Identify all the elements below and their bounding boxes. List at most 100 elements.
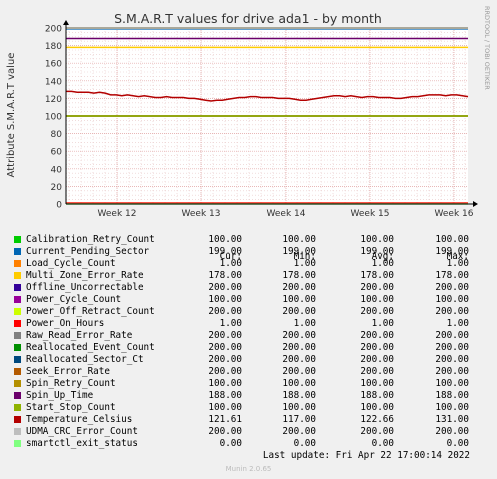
legend-row: smartctl_exit_status 0.00 0.00 0.00 0.00 bbox=[0, 438, 497, 450]
legend-value-min: 200.00 bbox=[282, 342, 316, 353]
legend-label: Reallocated_Sector_Ct bbox=[26, 354, 144, 365]
legend-value-avg: 122.66 bbox=[360, 414, 394, 425]
legend-label: Offline_Uncorrectable bbox=[26, 282, 144, 293]
legend-value-min: 200.00 bbox=[282, 330, 316, 341]
legend-value-cur: 188.00 bbox=[208, 390, 242, 401]
legend-row: Temperature_Celsius 121.61 117.00 122.66 131… bbox=[0, 414, 497, 426]
legend-value-cur: 100.00 bbox=[208, 378, 242, 389]
legend-value-cur: 1.00 bbox=[219, 318, 242, 329]
legend-label: Start_Stop_Count bbox=[26, 402, 116, 413]
legend-header-max: Max: bbox=[446, 251, 469, 262]
legend-swatch bbox=[14, 428, 21, 435]
x-tick-label: Week 16 bbox=[435, 209, 474, 219]
legend-row: Reallocated_Event_Count 200.00 200.00 200.0… bbox=[0, 342, 497, 354]
legend-value-cur: 200.00 bbox=[208, 330, 242, 341]
legend-value-min: 117.00 bbox=[282, 414, 316, 425]
legend-value-max: 1.00 bbox=[446, 258, 469, 269]
legend-value-avg: 200.00 bbox=[360, 366, 394, 377]
legend-row: Spin_Up_Time 188.00 188.00 188.00 188.00 bbox=[0, 390, 497, 402]
axis-layer: 0 20 40 60 80 100 120 140 160 180 200 Week 12 Week 1… bbox=[45, 20, 478, 219]
legend-value-cur: 200.00 bbox=[208, 366, 242, 377]
legend-value-max: 200.00 bbox=[435, 342, 469, 353]
last-update: Last update: Fri Apr 22 17:00:14 2022 bbox=[262, 450, 470, 461]
legend-value-cur: 200.00 bbox=[208, 354, 242, 365]
legend-row: Reallocated_Sector_Ct 200.00 200.00 200.00 2… bbox=[0, 354, 497, 366]
legend-value-max: 100.00 bbox=[435, 402, 469, 413]
legend-value-min: 178.00 bbox=[282, 270, 316, 281]
legend-row: Power_Cycle_Count 100.00 100.00 100.00 100.0… bbox=[0, 294, 497, 306]
legend-label: Seek_Error_Rate bbox=[26, 366, 110, 377]
legend-label: Temperature_Celsius bbox=[26, 414, 133, 425]
legend-swatch bbox=[14, 260, 21, 267]
legend-swatch bbox=[14, 284, 21, 291]
legend-value-min: 200.00 bbox=[282, 282, 316, 293]
legend-row: Power_Off_Retract_Count 200.00 200.00 200.0… bbox=[0, 306, 497, 318]
legend-value-max: 100.00 bbox=[435, 294, 469, 305]
legend-value-max: 200.00 bbox=[435, 330, 469, 341]
legend-row: Load_Cycle_Count 1.00 1.00 1.00 1.00 bbox=[0, 258, 497, 270]
legend-value-cur: 200.00 bbox=[208, 426, 242, 437]
legend-swatch bbox=[14, 416, 21, 423]
legend-value-max: 200.00 bbox=[435, 426, 469, 437]
legend-label: smartctl_exit_status bbox=[26, 438, 138, 449]
legend-swatch bbox=[14, 248, 21, 255]
y-tick-label: 140 bbox=[45, 77, 62, 87]
legend-value-avg: 200.00 bbox=[360, 330, 394, 341]
legend-value-max: 200.00 bbox=[435, 366, 469, 377]
legend-row: UDMA_CRC_Error_Count 200.00 200.00 200.00 20… bbox=[0, 426, 497, 438]
legend-swatch bbox=[14, 296, 21, 303]
legend-value-max: 131.00 bbox=[435, 414, 469, 425]
legend-value-cur: 100.00 bbox=[208, 294, 242, 305]
legend-row: Start_Stop_Count 100.00 100.00 100.00 100.00 bbox=[0, 402, 497, 414]
legend-swatch bbox=[14, 356, 21, 363]
legend-value-avg: 200.00 bbox=[360, 342, 394, 353]
legend-value-cur: 0.00 bbox=[219, 438, 242, 449]
x-axis-arrow bbox=[473, 201, 478, 207]
y-tick-label: 200 bbox=[45, 25, 62, 35]
legend-value-min: 199.00 bbox=[282, 246, 316, 257]
x-tick-label: Week 14 bbox=[267, 209, 306, 219]
legend-swatch bbox=[14, 344, 21, 351]
y-tick-label: 40 bbox=[51, 165, 63, 175]
chart-title: S.M.A.R.T values for drive ada1 - by mon… bbox=[114, 11, 382, 26]
legend-label: Power_On_Hours bbox=[26, 318, 105, 329]
y-tick-label: 60 bbox=[51, 148, 63, 158]
legend-swatch bbox=[14, 332, 21, 339]
legend-header-cur: Cur: bbox=[219, 251, 242, 262]
legend-row: Power_On_Hours 1.00 1.00 1.00 1.00 bbox=[0, 318, 497, 330]
legend-label: Spin_Retry_Count bbox=[26, 378, 116, 389]
y-tick-label: 180 bbox=[45, 42, 62, 52]
legend-value-avg: 100.00 bbox=[360, 294, 394, 305]
legend-swatch bbox=[14, 392, 21, 399]
legend-value-avg: 188.00 bbox=[360, 390, 394, 401]
series-line-Temperature_Celsius bbox=[66, 90, 469, 102]
legend-row: Calibration_Retry_Count 100.00 100.00 100.0… bbox=[0, 234, 497, 246]
legend-label: Multi_Zone_Error_Rate bbox=[26, 270, 144, 281]
legend-value-min: 100.00 bbox=[282, 402, 316, 413]
legend-label: Current_Pending_Sector bbox=[26, 246, 150, 257]
legend-value-max: 188.00 bbox=[435, 390, 469, 401]
legend-swatch bbox=[14, 368, 21, 375]
legend-value-cur: 100.00 bbox=[208, 402, 242, 413]
x-tick-label: Week 13 bbox=[182, 209, 221, 219]
legend-value-max: 100.00 bbox=[435, 378, 469, 389]
legend-value-avg: 100.00 bbox=[360, 378, 394, 389]
legend-value-min: 1.00 bbox=[293, 258, 316, 269]
legend-row: Multi_Zone_Error_Rate 178.00 178.00 178.00 1… bbox=[0, 270, 497, 282]
legend-value-max: 199.00 bbox=[435, 246, 469, 257]
legend-value-min: 200.00 bbox=[282, 306, 316, 317]
legend-value-avg: 100.00 bbox=[360, 402, 394, 413]
legend-value-avg: 199.00 bbox=[360, 246, 394, 257]
legend-value-avg: 100.00 bbox=[360, 234, 394, 245]
y-tick-label: 100 bbox=[45, 113, 62, 123]
legend-value-max: 1.00 bbox=[446, 318, 469, 329]
legend-value-cur: 200.00 bbox=[208, 306, 242, 317]
x-tick-label: Week 12 bbox=[98, 209, 137, 219]
legend-value-cur: 100.00 bbox=[208, 234, 242, 245]
legend-row: Offline_Uncorrectable 200.00 200.00 200.00 2… bbox=[0, 282, 497, 294]
legend-value-min: 100.00 bbox=[282, 378, 316, 389]
legend-label: Calibration_Retry_Count bbox=[26, 234, 155, 245]
y-axis-label: Attribute S.M.A.R.T value bbox=[6, 53, 17, 178]
legend-label: Spin_Up_Time bbox=[26, 390, 94, 401]
